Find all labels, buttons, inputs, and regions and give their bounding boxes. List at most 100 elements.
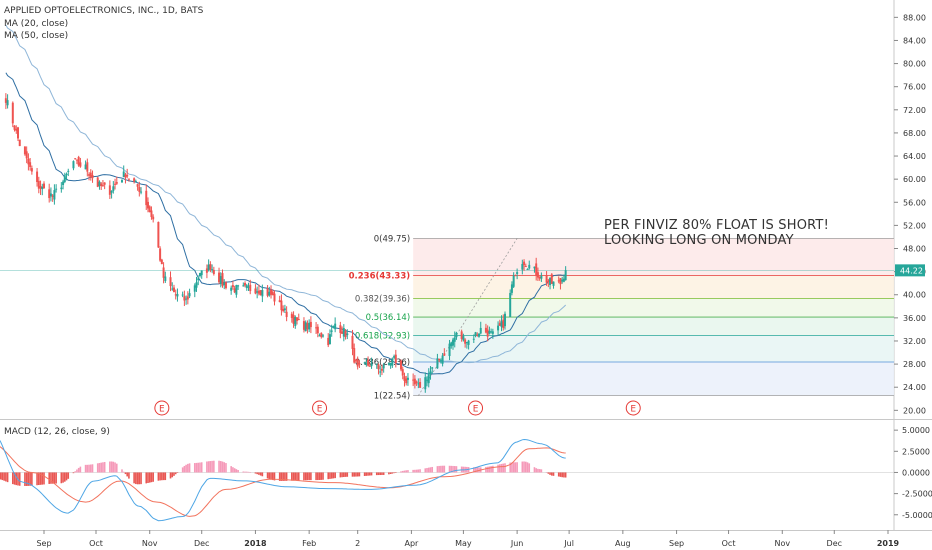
macd-histogram-bar bbox=[188, 463, 191, 473]
candle-body bbox=[271, 291, 274, 296]
candle-body bbox=[77, 156, 80, 166]
macd-histogram-bar bbox=[498, 464, 501, 473]
macd-histogram-bar bbox=[549, 472, 551, 475]
candle-body bbox=[4, 98, 7, 103]
trader-note: PER FINVIZ 80% FLOAT IS SHORT! LOOKING L… bbox=[604, 218, 829, 248]
macd-histogram-bar bbox=[381, 472, 383, 475]
candle-body bbox=[339, 325, 342, 333]
candle-body bbox=[524, 266, 527, 268]
macd-histogram-bar bbox=[306, 472, 309, 481]
candle-body bbox=[212, 269, 215, 275]
macd-histogram-bar bbox=[225, 463, 227, 473]
candle-body bbox=[195, 282, 198, 288]
macd-histogram-bar bbox=[197, 462, 200, 473]
macd-histogram-bar bbox=[270, 472, 272, 480]
candle-body bbox=[245, 285, 248, 289]
candle-body bbox=[23, 146, 26, 155]
macd-histogram-bar bbox=[351, 472, 354, 477]
candle-body bbox=[247, 286, 250, 288]
candle-body bbox=[209, 264, 212, 270]
macd-histogram-bar bbox=[183, 465, 186, 473]
macd-histogram-bar bbox=[533, 467, 536, 473]
macd-histogram-bar bbox=[292, 472, 295, 481]
macd-histogram-bar bbox=[72, 472, 75, 474]
macd-histogram-bar bbox=[405, 470, 408, 473]
candle-body bbox=[193, 285, 196, 292]
candle-body bbox=[231, 285, 234, 288]
macd-histogram-bar bbox=[159, 472, 161, 481]
price-tick-label: 36.00 bbox=[903, 314, 926, 323]
macd-histogram-bar bbox=[218, 460, 220, 473]
candle-body bbox=[25, 151, 28, 159]
candle-body bbox=[523, 261, 526, 266]
candle-body bbox=[417, 383, 420, 385]
candle-body bbox=[75, 159, 78, 161]
macd-histogram-bar bbox=[157, 472, 160, 481]
candle-body bbox=[552, 281, 555, 286]
candle-body bbox=[370, 362, 373, 367]
ma50-legend[interactable]: MA (50, close) bbox=[4, 31, 69, 41]
time-tick-label: Apr bbox=[404, 539, 419, 548]
candle-body bbox=[207, 264, 210, 271]
candle-body bbox=[308, 322, 311, 330]
macd-histogram-bar bbox=[115, 463, 118, 473]
macd-legend[interactable]: MACD (12, 26, close, 9) bbox=[4, 427, 110, 437]
macd-histogram-bar bbox=[485, 466, 487, 473]
macd-histogram-bar bbox=[6, 472, 9, 483]
macd-histogram-bar bbox=[88, 464, 90, 473]
macd-histogram-bar bbox=[213, 460, 215, 473]
candle-body bbox=[140, 191, 143, 193]
macd-tick-label: -2.5000 bbox=[902, 490, 932, 499]
price-tick-label: 40.00 bbox=[903, 291, 926, 300]
macd-histogram-bar bbox=[431, 466, 434, 473]
macd-histogram-bar bbox=[419, 469, 421, 473]
ma20-legend[interactable]: MA (20, close) bbox=[4, 19, 69, 29]
candle-body bbox=[514, 275, 517, 277]
macd-histogram-bar bbox=[102, 462, 104, 473]
macd-histogram-bar bbox=[476, 467, 479, 473]
time-tick-label: Dec bbox=[194, 539, 209, 548]
macd-histogram-bar bbox=[67, 472, 70, 479]
earnings-marker-label: E bbox=[630, 405, 636, 415]
candlesticks bbox=[4, 93, 567, 393]
candle-body bbox=[304, 322, 307, 332]
macd-histogram-bar bbox=[497, 464, 499, 473]
candle-body bbox=[391, 358, 394, 366]
candle-body bbox=[181, 294, 184, 296]
candle-body bbox=[256, 291, 259, 293]
macd-histogram-bar bbox=[526, 462, 529, 473]
candle-body bbox=[405, 378, 408, 384]
price-tick-label: 32.00 bbox=[903, 337, 926, 346]
macd-histogram-bar bbox=[223, 462, 226, 473]
candle-body bbox=[67, 170, 70, 172]
macd-histogram-bar bbox=[5, 472, 7, 482]
price-tick-label: 24.00 bbox=[903, 383, 926, 392]
candle-body bbox=[351, 335, 354, 349]
candle-body bbox=[282, 308, 285, 312]
macd-histogram-bar bbox=[478, 467, 480, 473]
macd-histogram-bar bbox=[550, 472, 553, 476]
candle-body bbox=[98, 181, 101, 187]
macd-histogram-bar bbox=[280, 472, 283, 481]
candle-body bbox=[472, 338, 475, 340]
candle-body bbox=[429, 371, 432, 374]
candle-body bbox=[110, 190, 113, 193]
candle-body bbox=[235, 285, 238, 295]
macd-histogram-bar bbox=[50, 472, 52, 484]
candle-body bbox=[462, 336, 465, 341]
candle-body bbox=[346, 333, 349, 336]
candle-body bbox=[43, 183, 45, 189]
price-tick-label: 28.00 bbox=[903, 360, 926, 369]
candle-body bbox=[412, 379, 415, 381]
candle-body bbox=[152, 216, 155, 220]
macd-histogram-bar bbox=[310, 472, 312, 481]
candle-body bbox=[521, 263, 524, 270]
price-tick-label: 64.00 bbox=[903, 152, 926, 161]
macd-histogram-bar bbox=[389, 472, 392, 474]
fib-level-label: 0.618(32.93) bbox=[355, 332, 410, 342]
macd-histogram-bar bbox=[369, 472, 371, 476]
macd-histogram-bar bbox=[266, 472, 269, 479]
candle-body bbox=[536, 272, 539, 278]
candle-body bbox=[51, 195, 54, 197]
